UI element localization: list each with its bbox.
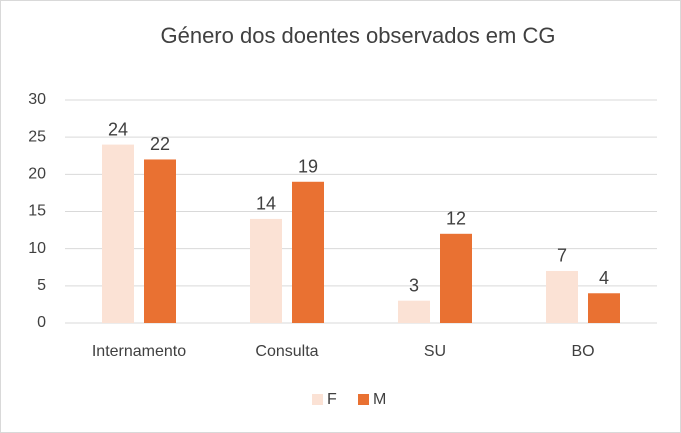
bar (102, 144, 134, 323)
legend-swatch (312, 394, 323, 405)
x-tick-label: Internamento (92, 343, 186, 360)
y-tick-label: 0 (37, 314, 46, 331)
y-tick-label: 25 (28, 128, 46, 145)
data-label: 19 (298, 157, 318, 177)
legend-label: M (373, 391, 386, 408)
bar (588, 293, 620, 323)
data-label: 14 (256, 194, 276, 214)
data-label: 12 (446, 209, 466, 229)
bar (440, 233, 472, 323)
x-tick-label: Consulta (255, 343, 318, 360)
chart-title: Género dos doentes observados em CG (160, 23, 555, 48)
y-tick-label: 5 (37, 277, 46, 294)
x-tick-label: SU (424, 343, 446, 360)
y-tick-label: 10 (28, 240, 46, 257)
x-tick-label: BO (571, 343, 594, 360)
legend-label: F (327, 391, 337, 408)
data-label: 4 (599, 268, 609, 288)
y-tick-label: 20 (28, 166, 46, 183)
bar (292, 181, 324, 323)
data-label: 3 (409, 275, 419, 295)
legend-swatch (358, 394, 369, 405)
bar (546, 270, 578, 323)
data-label: 22 (150, 134, 170, 154)
data-label: 7 (557, 246, 567, 266)
bar (144, 159, 176, 323)
bar (398, 300, 430, 323)
bar (250, 218, 282, 323)
data-label: 24 (108, 119, 128, 139)
y-tick-label: 15 (28, 203, 46, 220)
y-tick-label: 30 (28, 91, 46, 108)
